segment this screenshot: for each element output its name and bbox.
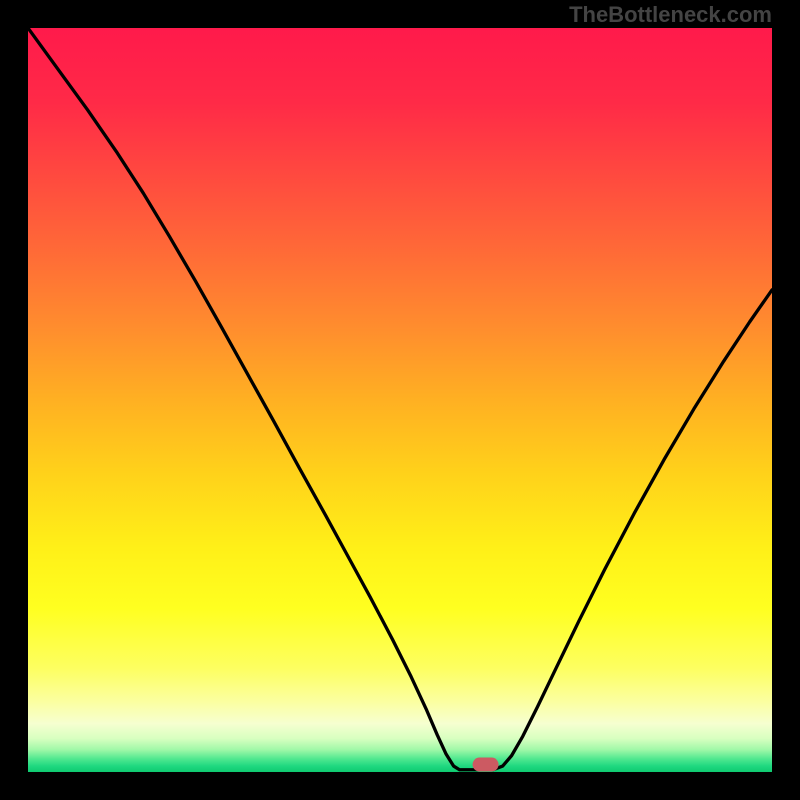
gradient-background [28,28,772,772]
attribution-label: TheBottleneck.com [569,2,772,28]
plot-area [28,28,772,772]
chart-container: TheBottleneck.com [0,0,800,800]
gradient-rect [28,28,772,772]
